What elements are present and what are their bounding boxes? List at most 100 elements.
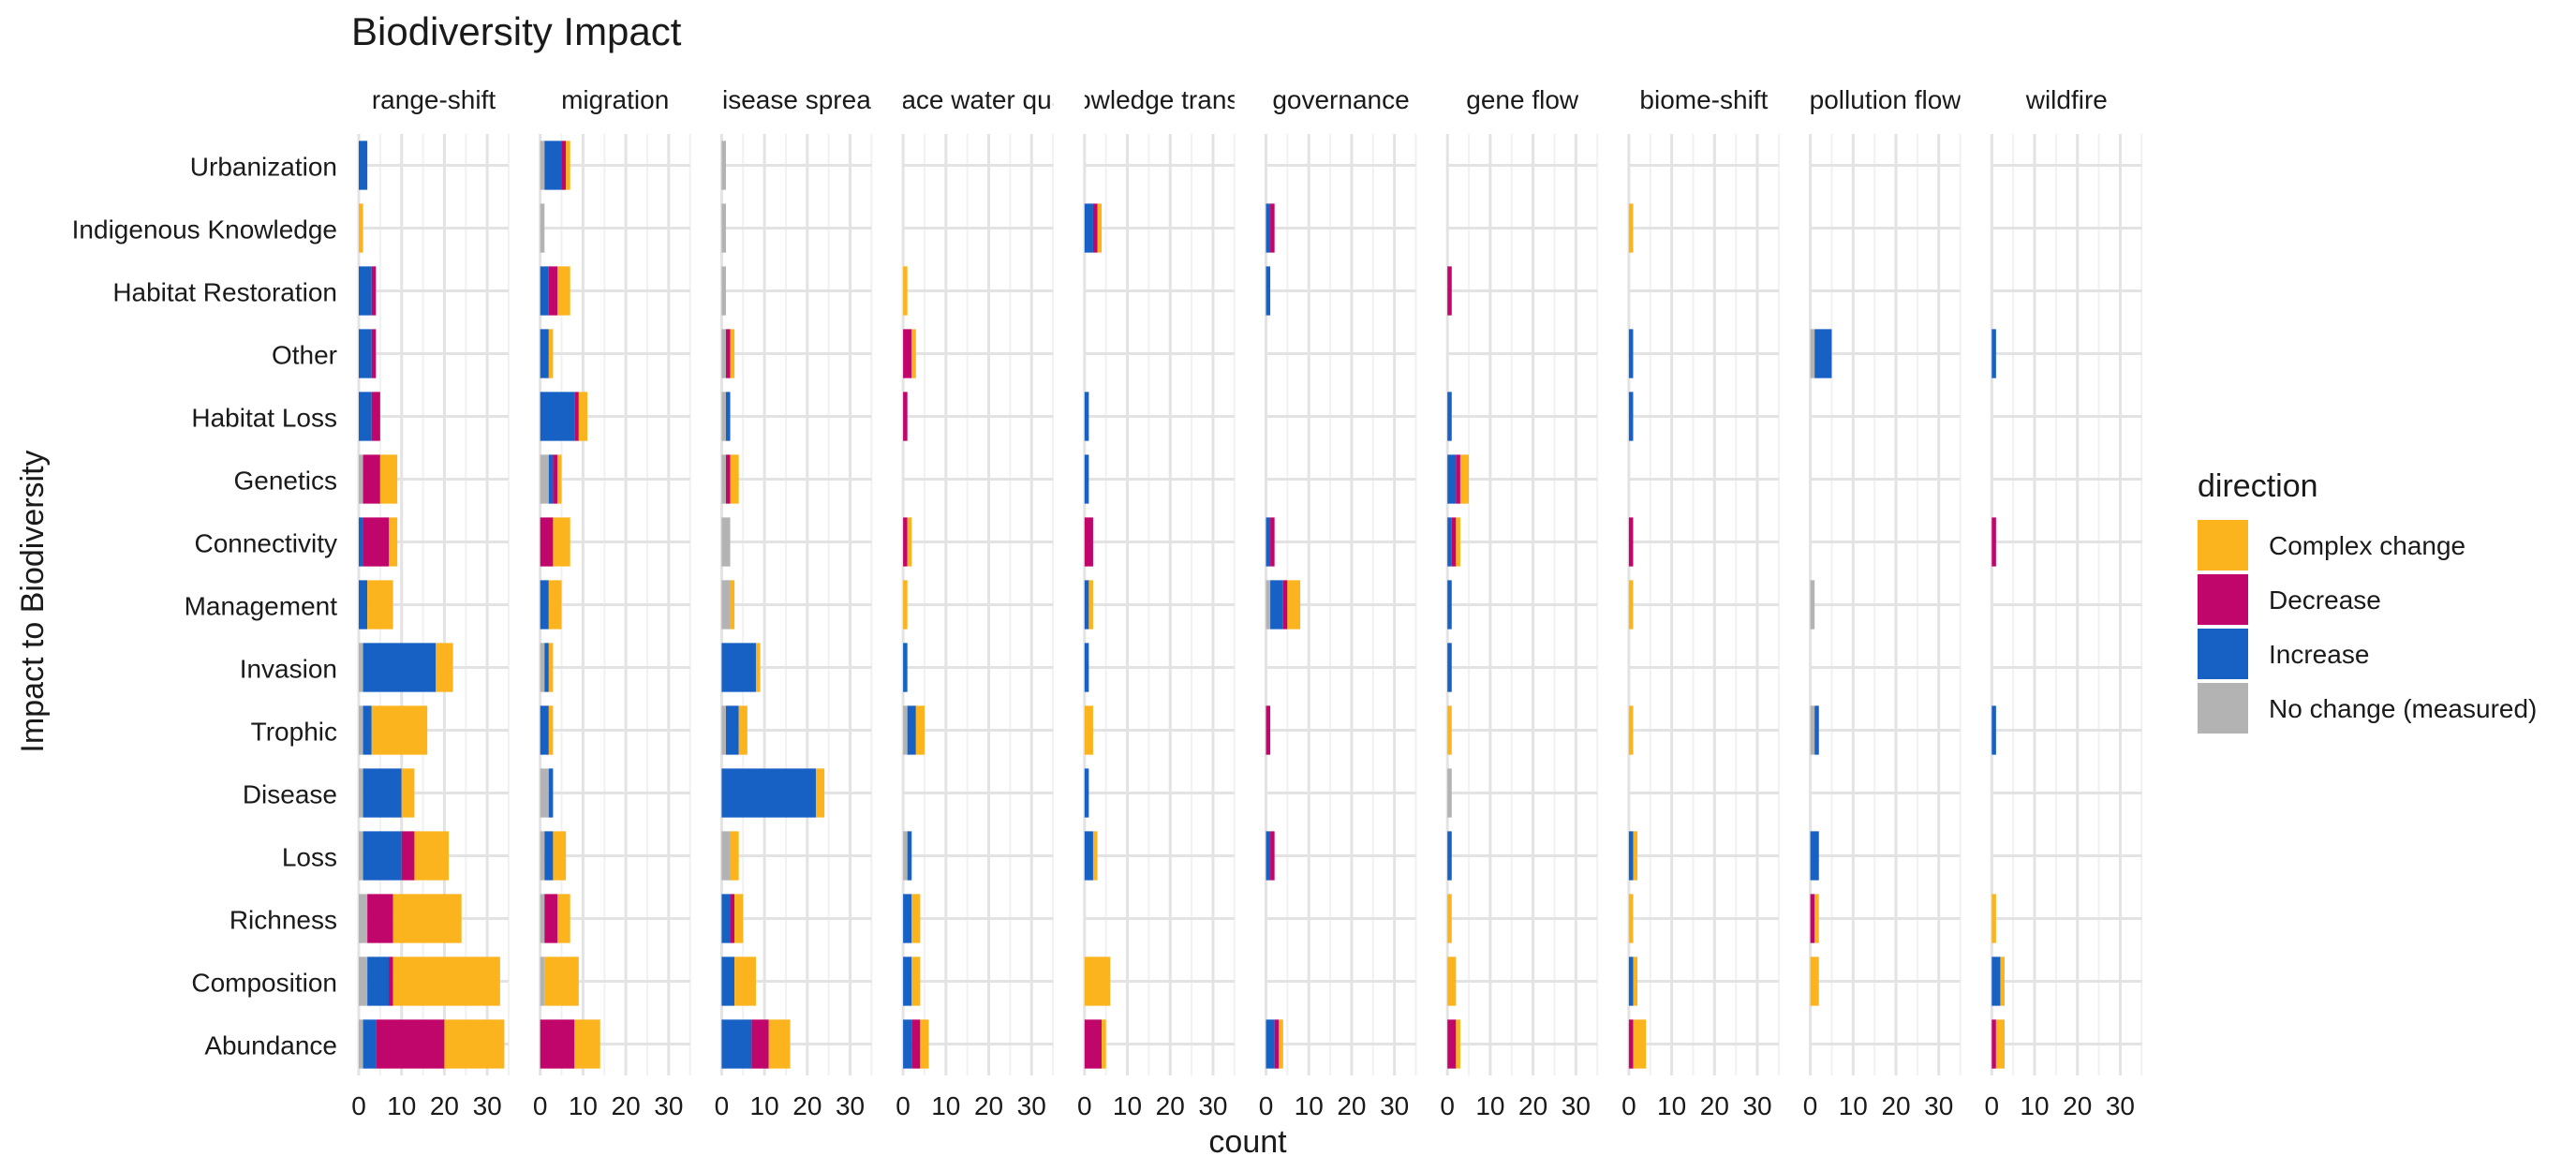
bar-segment xyxy=(544,831,554,881)
bar-segment xyxy=(1270,580,1283,630)
bar-segment xyxy=(371,392,380,441)
bar-segment xyxy=(1991,705,1996,755)
bar-segment xyxy=(363,705,372,755)
x-tick-label: 10 xyxy=(2020,1091,2049,1120)
x-tick-label: 30 xyxy=(1017,1091,1046,1120)
bar-segment xyxy=(738,705,748,755)
facet-strip-label: range-shift xyxy=(372,85,496,114)
facet-panel: surface water quality 0 10 20 30 xyxy=(858,85,1099,1120)
bar-segment xyxy=(1266,203,1271,253)
bar-segment xyxy=(903,329,912,378)
facet-strip-label: pollution flow xyxy=(1810,85,1962,114)
x-tick-label: 20 xyxy=(430,1091,459,1120)
bar-segment xyxy=(1084,454,1089,504)
bar-segment xyxy=(359,643,363,692)
bar-segment xyxy=(376,1019,445,1069)
bar-segment xyxy=(1447,831,1452,881)
bar-segment xyxy=(359,894,368,943)
x-tick-label: 10 xyxy=(387,1091,416,1120)
x-tick-label: 30 xyxy=(654,1091,683,1120)
bar-segment xyxy=(401,768,415,818)
bar-segment xyxy=(911,956,921,1006)
bar-segment xyxy=(1991,894,1996,943)
bar-segment xyxy=(1092,203,1098,253)
bar-segment xyxy=(548,454,554,504)
bar-segment xyxy=(1633,1019,1647,1069)
bar-segment xyxy=(359,266,372,316)
bar-segment xyxy=(721,831,731,881)
bar-segment xyxy=(544,894,557,943)
facet-panel: disease spread 0 10 20 30 xyxy=(715,85,873,1120)
bar-segment xyxy=(1628,580,1634,630)
bar-segment xyxy=(911,329,916,378)
bar-segment xyxy=(1995,1019,2006,1069)
legend-swatch xyxy=(2198,683,2248,734)
bar-segment xyxy=(540,705,549,755)
bar-segment xyxy=(359,454,363,504)
bar-segment xyxy=(903,517,908,567)
bar-segment xyxy=(1814,705,1819,755)
bar-segment xyxy=(721,1019,752,1069)
bar-segment xyxy=(540,329,549,378)
bar-segment xyxy=(721,454,726,504)
y-tick-label: Habitat Loss xyxy=(191,404,337,433)
x-tick-label: 30 xyxy=(1742,1091,1771,1120)
bar-segment xyxy=(540,831,545,881)
x-tick-label: 0 xyxy=(533,1091,548,1120)
x-tick-label: 20 xyxy=(612,1091,641,1120)
bar-segment xyxy=(1628,956,1634,1006)
x-tick-label: 20 xyxy=(1156,1091,1185,1120)
bar-segment xyxy=(1991,956,2001,1006)
bar-segment xyxy=(1628,329,1634,378)
bar-segment xyxy=(556,894,570,943)
x-tick-label: 30 xyxy=(1562,1091,1591,1120)
y-tick-label: Abundance xyxy=(204,1031,337,1060)
bar-segment xyxy=(1084,643,1089,692)
bar-segment xyxy=(371,266,377,316)
bar-segment xyxy=(903,643,908,692)
bar-segment xyxy=(903,956,912,1006)
bar-segment xyxy=(548,266,557,316)
y-tick-label: Richness xyxy=(229,906,337,935)
bar-segment xyxy=(1270,831,1275,881)
x-tick-label: 30 xyxy=(473,1091,502,1120)
x-tick-label: 20 xyxy=(974,1091,1003,1120)
bar-segment xyxy=(1628,705,1634,755)
bar-segment xyxy=(540,643,545,692)
x-tick-label: 10 xyxy=(569,1091,598,1120)
bar-segment xyxy=(815,768,825,818)
bar-segment xyxy=(1270,517,1275,567)
bar-segment xyxy=(363,1019,377,1069)
y-axis-title: Impact to Biodiversity xyxy=(15,450,51,752)
bar-segment xyxy=(903,705,908,755)
bar-segment xyxy=(1991,329,1996,378)
bar-segment xyxy=(1810,894,1815,943)
chart-title: Biodiversity Impact xyxy=(351,9,682,53)
bar-segment xyxy=(1084,831,1093,881)
x-tick-label: 20 xyxy=(2063,1091,2092,1120)
bar-segment xyxy=(367,580,393,630)
bar-segment xyxy=(1451,517,1457,567)
bar-segment xyxy=(730,894,735,943)
bar-segment xyxy=(1274,1019,1280,1069)
bar-segment xyxy=(553,831,567,881)
x-tick-label: 20 xyxy=(792,1091,822,1120)
x-tick-label: 20 xyxy=(1337,1091,1366,1120)
facet-strip-label: governance xyxy=(1272,85,1409,114)
bar-segment xyxy=(730,580,735,630)
facet-strip-label: surface water quality xyxy=(858,85,1099,114)
bar-segment xyxy=(725,705,739,755)
bar-segment xyxy=(444,1019,505,1069)
bar-segment xyxy=(1991,517,1996,567)
x-tick-label: 0 xyxy=(1259,1091,1274,1120)
bar-segment xyxy=(414,831,449,881)
bar-segment xyxy=(389,956,393,1006)
y-tick-label: Management xyxy=(185,592,338,621)
bar-segment xyxy=(1088,580,1093,630)
bar-segment xyxy=(359,329,372,378)
bar-segment xyxy=(553,517,570,567)
bar-segment xyxy=(2000,956,2006,1006)
bar-segment xyxy=(734,956,756,1006)
bar-segment xyxy=(1270,203,1275,253)
bar-segment xyxy=(544,141,562,190)
